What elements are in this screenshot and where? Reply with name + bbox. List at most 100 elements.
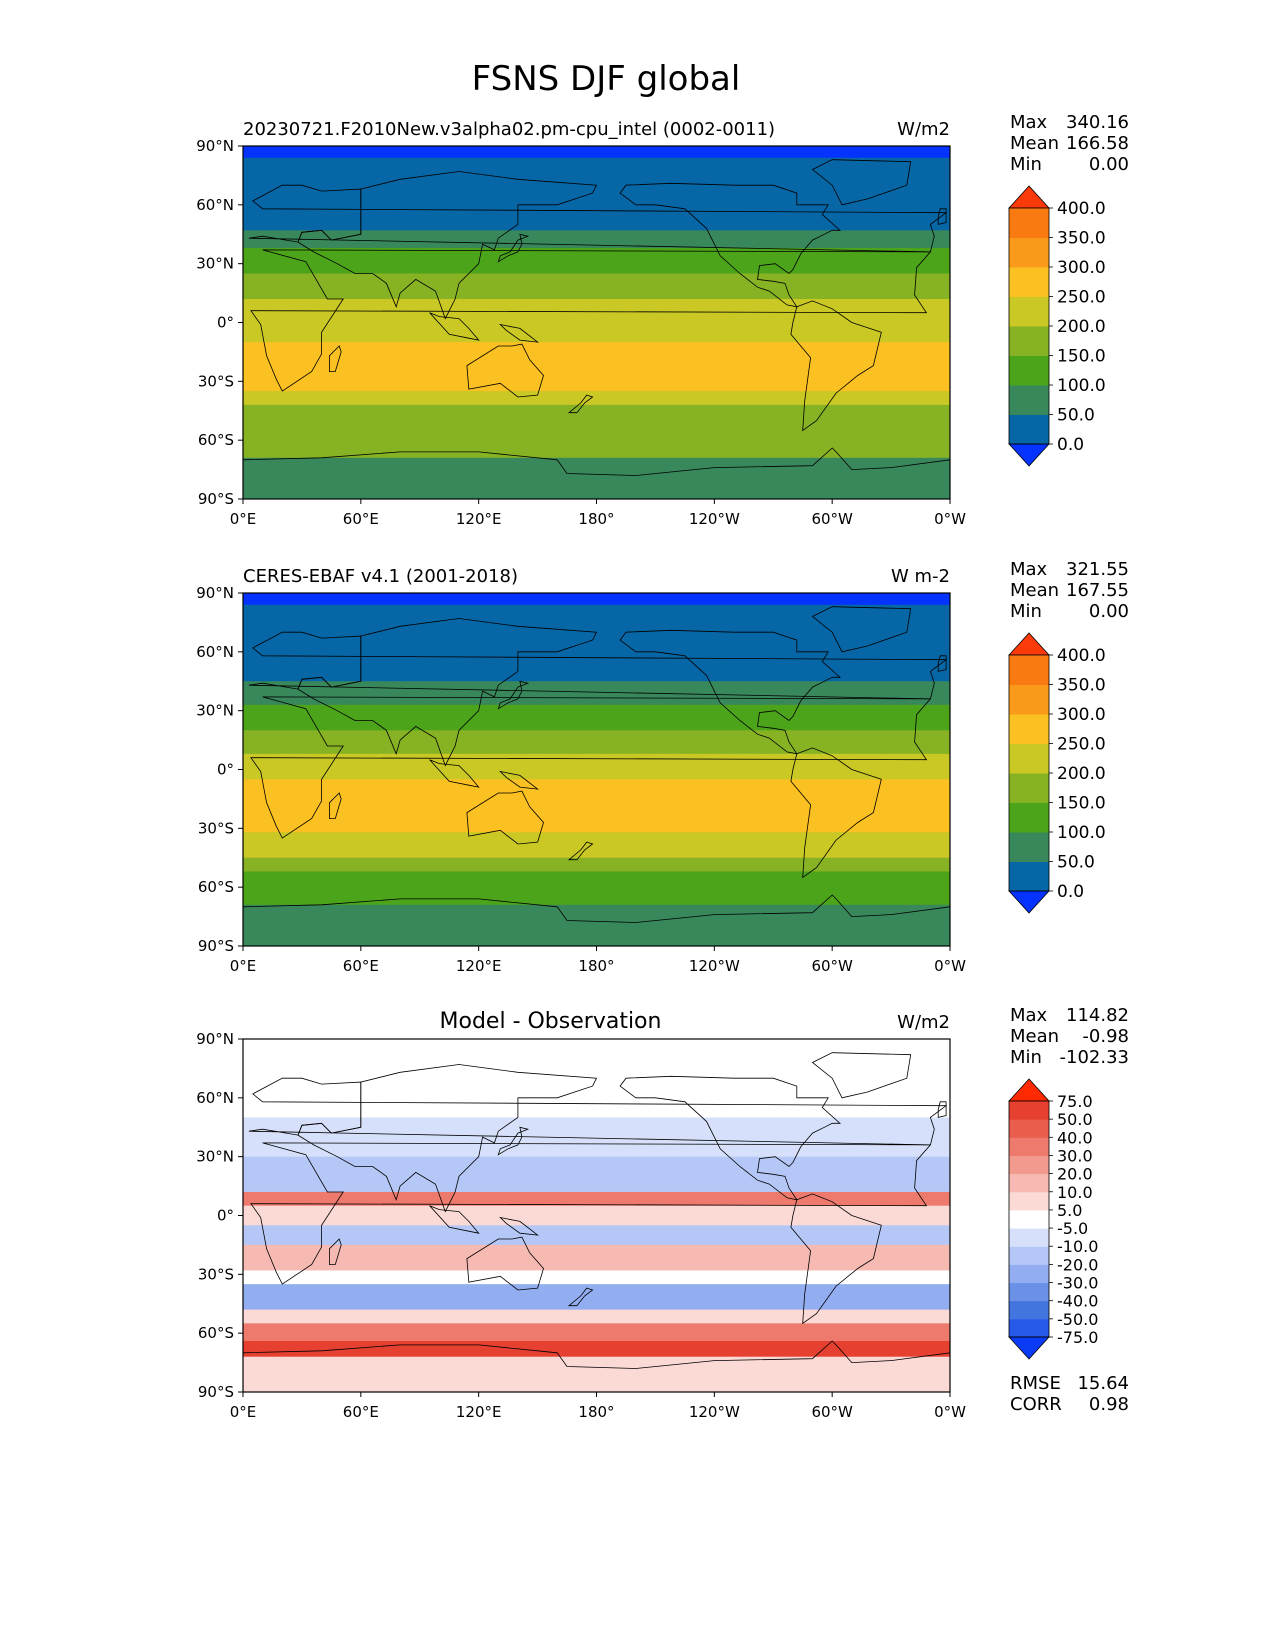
colorbar: 400.0 350.0 300.0 250.0 200.0 150.0 100.0 50.0 0…	[1008, 632, 1106, 914]
coast-africa	[250, 1142, 932, 1285]
field-band-5	[243, 298, 950, 320]
field-band-10	[243, 420, 950, 459]
colorbar-seg-6	[1009, 267, 1049, 297]
colorbar-seg-13	[1009, 1101, 1049, 1120]
coast-south-america	[790, 747, 882, 879]
colorbar-label-8: 0.0	[1057, 435, 1084, 455]
colorbar-seg-7	[1009, 684, 1049, 715]
colorbar-extend-min	[1008, 890, 1050, 914]
field-band-0	[243, 593, 950, 606]
ytick-label-0: 90°N	[196, 584, 234, 602]
colorbar-label-0: 400.0	[1057, 646, 1106, 666]
xtick-label-2: 120°E	[456, 1403, 502, 1421]
coast-north-america	[619, 629, 842, 755]
colorbar: 400.0 350.0 300.0 250.0 200.0 150.0 100.0 50.0 0…	[1008, 185, 1106, 467]
colorbar-seg-11	[1009, 1137, 1049, 1156]
field-band-8	[243, 1284, 950, 1311]
xtick-label-3: 180°	[578, 1403, 614, 1421]
field-band-10	[243, 1323, 950, 1342]
field-band-6	[243, 1244, 950, 1271]
coast-indonesia	[429, 312, 480, 341]
colorbar-label-2: 40.0	[1057, 1128, 1093, 1147]
coast-japan	[497, 233, 530, 263]
colorbar-seg-9	[1009, 1173, 1049, 1193]
coast-asia	[297, 1064, 598, 1213]
ytick-label-1: 60°N	[196, 643, 234, 661]
coast-madagascar	[328, 345, 342, 372]
rmse-label: RMSE	[1010, 1373, 1061, 1394]
xtick-label-6: 0°W	[934, 1403, 966, 1421]
coast-japan	[497, 1126, 530, 1156]
ytick-label-3: 0°	[217, 761, 234, 779]
colorbar-seg-2	[1009, 1300, 1049, 1320]
coast-south-america	[790, 300, 882, 432]
field-band-1	[243, 157, 950, 231]
field-band-6	[243, 779, 950, 833]
field-band-2	[243, 681, 950, 706]
colorbar-label-6: 100.0	[1057, 376, 1106, 396]
map-field	[243, 593, 950, 946]
colorbar: 75.050.040.030.020.010.05.0-5.0-10.0-20.…	[1008, 1078, 1098, 1360]
colorbar-label-4: 200.0	[1057, 764, 1106, 784]
colorbar-seg-2	[1009, 385, 1049, 415]
coast-australia	[466, 343, 544, 398]
field-band-9	[243, 1309, 950, 1324]
field-band-7	[243, 1270, 950, 1285]
rmse-value: 15.64	[1077, 1373, 1129, 1394]
xtick-label-5: 60°W	[811, 510, 853, 528]
colorbar-extend-min	[1008, 443, 1050, 467]
colorbar-label-7: 50.0	[1057, 853, 1095, 873]
xtick-label-0: 0°E	[230, 1403, 257, 1421]
colorbar-seg-1	[1009, 1318, 1049, 1338]
coast-madagascar	[328, 792, 342, 819]
ytick-label-5: 60°S	[198, 1324, 234, 1342]
field-band-1	[243, 604, 950, 682]
coast-europe	[248, 184, 948, 253]
xtick-label-3: 180°	[578, 957, 614, 975]
stat-min-label: Min	[1010, 601, 1042, 622]
ytick-label-4: 30°S	[198, 372, 234, 390]
field-band-8	[243, 857, 950, 872]
stat-max-label: Max	[1010, 112, 1048, 133]
colorbar-label-1: 350.0	[1057, 676, 1106, 696]
field-band-3	[243, 1191, 950, 1207]
colorbar-seg-3	[1009, 1282, 1049, 1302]
stat-mean-value: 167.55	[1066, 580, 1129, 601]
colorbar-label-7: -5.0	[1057, 1219, 1088, 1238]
ytick-label-0: 90°N	[196, 1030, 234, 1048]
panel-units: W/m2	[897, 1012, 950, 1033]
coast-europe	[248, 1077, 948, 1146]
colorbar-frame	[1008, 1100, 1050, 1338]
stat-mean-label: Mean	[1010, 1026, 1059, 1047]
colorbar-seg-5	[1009, 1246, 1049, 1265]
stat-mean-value: 166.58	[1066, 133, 1129, 154]
panel-units: W m-2	[891, 566, 950, 587]
stat-max-value: 321.55	[1066, 559, 1129, 580]
field-band-3	[243, 247, 950, 274]
xtick-label-1: 60°E	[343, 1403, 379, 1421]
colorbar-seg-7	[1009, 237, 1049, 268]
xtick-label-0: 0°E	[230, 510, 257, 528]
xtick-label-0: 0°E	[230, 957, 257, 975]
xtick-label-1: 60°E	[343, 510, 379, 528]
stat-min-value: 0.00	[1089, 601, 1129, 622]
colorbar-label-9: -20.0	[1057, 1255, 1098, 1274]
stat-min-label: Min	[1010, 154, 1042, 175]
coast-uk	[937, 208, 947, 225]
xtick-label-6: 0°W	[934, 957, 966, 975]
coast-asia	[297, 171, 598, 320]
colorbar-seg-6	[1009, 1228, 1049, 1247]
coastlines	[243, 1052, 950, 1393]
coast-indonesia	[429, 759, 480, 788]
stat-max-value: 340.16	[1066, 112, 1129, 133]
coast-australia	[466, 790, 544, 845]
ytick-label-2: 30°N	[196, 1148, 234, 1166]
coast-australia	[466, 1236, 544, 1291]
coast-antarctica	[243, 447, 950, 499]
ytick-label-2: 30°N	[196, 702, 234, 720]
colorbar-seg-6	[1009, 714, 1049, 744]
panel-title-center: Model - Observation	[440, 1009, 662, 1034]
coast-new-zealand	[567, 1287, 594, 1307]
colorbar-label-10: -30.0	[1057, 1274, 1098, 1293]
stat-max-value: 114.82	[1066, 1005, 1129, 1026]
